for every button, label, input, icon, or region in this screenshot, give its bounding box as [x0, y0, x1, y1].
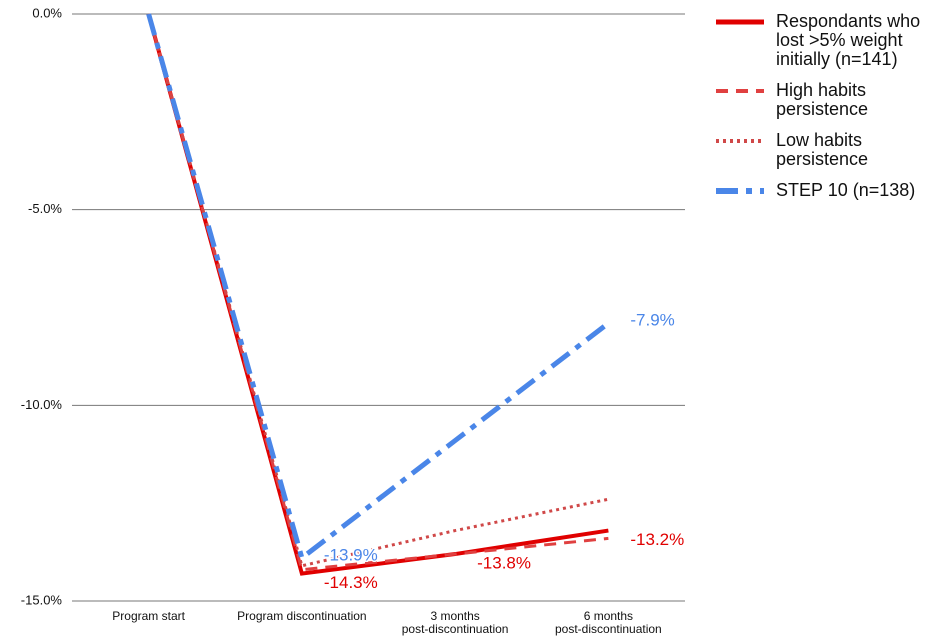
legend-swatch [716, 19, 764, 25]
legend-swatch [716, 188, 764, 194]
legend-text: High habits persistence [776, 80, 869, 119]
x-tick-label: 3 months post-discontinuation [401, 609, 509, 636]
value-label: -7.9% [630, 311, 674, 330]
legend-item: High habits persistence [714, 81, 939, 119]
legend-swatch [716, 139, 764, 143]
value-label: -14.3% [324, 573, 378, 592]
x-tick-label: Program start [112, 609, 185, 623]
legend-item: Respondants who lost >5% weight initiall… [714, 12, 939, 69]
legend-text: STEP 10 (n=138) [776, 180, 916, 200]
value-label: -13.2% [630, 530, 684, 549]
series-line [146, 13, 610, 563]
value-label: -13.8% [477, 554, 531, 573]
legend-text: Respondants who lost >5% weight initiall… [776, 11, 921, 69]
legend: Respondants who lost >5% weight initiall… [714, 12, 939, 212]
series-line [147, 13, 609, 572]
legend-swatch [716, 89, 764, 93]
legend-text: Low habits persistence [776, 130, 869, 169]
x-tick-label: 6 months post-discontinuation [555, 609, 662, 636]
y-tick-label: -15.0% [21, 592, 63, 607]
legend-item: STEP 10 (n=138) [714, 181, 939, 200]
y-tick-label: -10.0% [21, 397, 63, 412]
series-line [146, 13, 609, 576]
legend-item: Low habits persistence [714, 131, 939, 169]
value-label: -13.9% [324, 545, 378, 564]
series-line [147, 13, 609, 568]
y-tick-label: -5.0% [28, 201, 62, 216]
y-tick-label: 0.0% [32, 5, 62, 20]
x-tick-label: Program discontinuation [237, 609, 367, 623]
